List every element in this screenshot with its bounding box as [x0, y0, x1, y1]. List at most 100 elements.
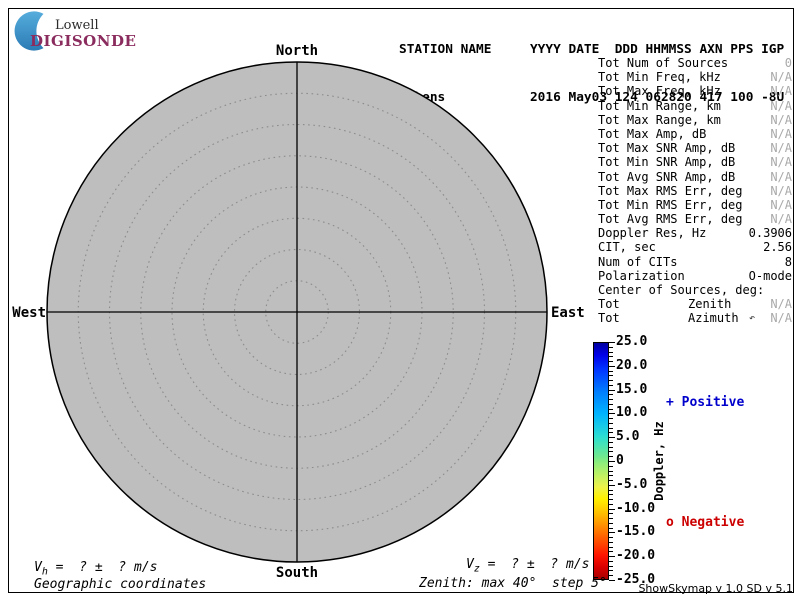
stat-value: 8: [785, 255, 792, 269]
stat-value: 0: [785, 56, 792, 70]
stat-row: Tot Max SNR Amp, dBN/A: [597, 141, 793, 155]
stat-row: Tot Avg SNR Amp, dB N/A: [597, 170, 793, 184]
colorbar-title: Doppler, Hz: [652, 391, 666, 531]
stat-value: N/A: [770, 311, 792, 325]
doppler-colorbar: [593, 342, 609, 580]
stat-label: Tot Avg SNR Amp, dB: [598, 170, 735, 184]
stat-row: TotAzimuth↶N/A: [597, 311, 793, 325]
stat-value: N/A: [770, 198, 792, 212]
colorbar-tick: [609, 432, 613, 433]
colorbar-tick: [609, 442, 613, 443]
stat-row: Num of CITs8: [597, 255, 793, 269]
stat-row: TotZenithN/A: [597, 297, 793, 311]
colorbar-tick: [609, 570, 613, 571]
colorbar-tick: [609, 428, 613, 429]
stat-row: Tot Min SNR Amp, dB N/A: [597, 155, 793, 169]
colorbar-tick: [609, 375, 613, 376]
colorbar-tick: [609, 361, 613, 362]
mouse-cursor-icon: ↶: [749, 312, 755, 326]
stat-row: Tot Num of Sources 0: [597, 56, 793, 70]
colorbar-tick: [609, 404, 613, 405]
stat-value: N/A: [770, 70, 792, 84]
stat-value: N/A: [770, 170, 792, 184]
stat-label: Tot Num of Sources: [598, 56, 728, 70]
stat-label: Tot Max Freq, kHz: [598, 84, 721, 98]
colorbar-tick: [609, 547, 613, 548]
stat-label: Doppler Res, Hz: [598, 226, 706, 240]
colorbar-tick: [609, 461, 615, 462]
colorbar-tick: [609, 471, 613, 472]
colorbar-tick: [609, 561, 613, 562]
stat-label: Tot: [598, 297, 620, 311]
colorbar-tick: [609, 385, 613, 386]
colorbar-tick: [609, 494, 613, 495]
compass-label-south: South: [267, 565, 327, 581]
colorbar-tick: [609, 390, 615, 391]
colorbar-tick: [609, 551, 613, 552]
stat-label: CIT, sec: [598, 240, 656, 254]
stat-value: N/A: [770, 113, 792, 127]
stat-label: Tot Max Amp, dB: [598, 127, 706, 141]
stat-label: Tot Avg RMS Err, deg: [598, 212, 743, 226]
vz-readout: Vz = ? ± ? m/s: [466, 557, 589, 575]
colorbar-tick: [609, 447, 613, 448]
colorbar-tick: [609, 394, 613, 395]
colorbar-tick: [609, 347, 613, 348]
stat-row: Tot Min RMS Err, deg N/A: [597, 198, 793, 212]
colorbar-tick: [609, 528, 613, 529]
stat-label: Tot Max RMS Err, deg: [598, 184, 743, 198]
stats-panel: Tot Num of Sources0Tot Min Freq, kHzN/AT…: [597, 56, 793, 326]
colorbar-tick: [609, 366, 615, 367]
colorbar-tick: [609, 499, 613, 500]
colorbar-tick: [609, 532, 615, 533]
showskymap-window: Lowell DIGISONDE STATION NAME YYYY DATE …: [0, 0, 800, 600]
stat-row: CIT, sec2.56: [597, 240, 793, 254]
stat-label: Tot Min SNR Amp, dB: [598, 155, 735, 169]
colorbar-tick: [609, 380, 613, 381]
colorbar-tick: [609, 371, 613, 372]
stat-value: N/A: [770, 212, 792, 226]
stat-value: N/A: [770, 184, 792, 198]
stat-row: Tot Avg RMS Err, deg N/A: [597, 212, 793, 226]
colorbar-tick: [609, 413, 615, 414]
stat-row: Tot Min Range, kmN/A: [597, 99, 793, 113]
stat-label: Tot: [598, 311, 620, 325]
colorbar-tick: [609, 423, 613, 424]
colorbar-tick: [609, 475, 613, 476]
stat-label: Polarization: [598, 269, 685, 283]
colorbar-tick-label: 25.0: [616, 335, 666, 349]
stat-label: Tot Min Range, km: [598, 99, 721, 113]
colorbar-tick: [609, 466, 613, 467]
colorbar-tick: [609, 480, 613, 481]
stat-row: Tot Min Freq, kHzN/A: [597, 70, 793, 84]
stat-value: N/A: [770, 84, 792, 98]
colorbar-tick: [609, 437, 615, 438]
colorbar-tick: [609, 556, 615, 557]
version-text: ShowSkymap v 1.0 SD v 5.1: [600, 582, 793, 595]
colorbar-tick: [609, 580, 615, 581]
stat-value: 0.3906: [749, 226, 792, 240]
stat-label: Center of Sources, deg:: [598, 283, 764, 297]
colorbar-tick: [609, 451, 613, 452]
compass-label-north: North: [267, 43, 327, 59]
legend-negative: o Negative: [666, 515, 744, 530]
colorbar-tick: [609, 356, 613, 357]
stat-row: Tot Max Amp, dBN/A: [597, 127, 793, 141]
stat-value: O-mode: [749, 269, 792, 283]
stat-row: Tot Max Range, kmN/A: [597, 113, 793, 127]
colorbar-tick: [609, 523, 613, 524]
colorbar-tick: [609, 542, 613, 543]
colorbar-tick: [609, 485, 615, 486]
colorbar-tick: [609, 537, 613, 538]
zenith-scale-note: Zenith: max 40° step 5°: [419, 576, 607, 591]
colorbar-tick: [609, 518, 613, 519]
stat-label: Tot Min RMS Err, deg: [598, 198, 743, 212]
stat-row: Tot Max Freq, kHz N/A: [597, 84, 793, 98]
stat-row: Doppler Res, Hz 0.3906: [597, 226, 793, 240]
colorbar-tick: [609, 566, 613, 567]
stat-value: N/A: [770, 297, 792, 311]
colorbar-tick-label: -20.0: [616, 549, 666, 563]
colorbar-tick-label: 20.0: [616, 359, 666, 373]
stat-value: N/A: [770, 155, 792, 169]
colorbar-tick: [609, 456, 613, 457]
